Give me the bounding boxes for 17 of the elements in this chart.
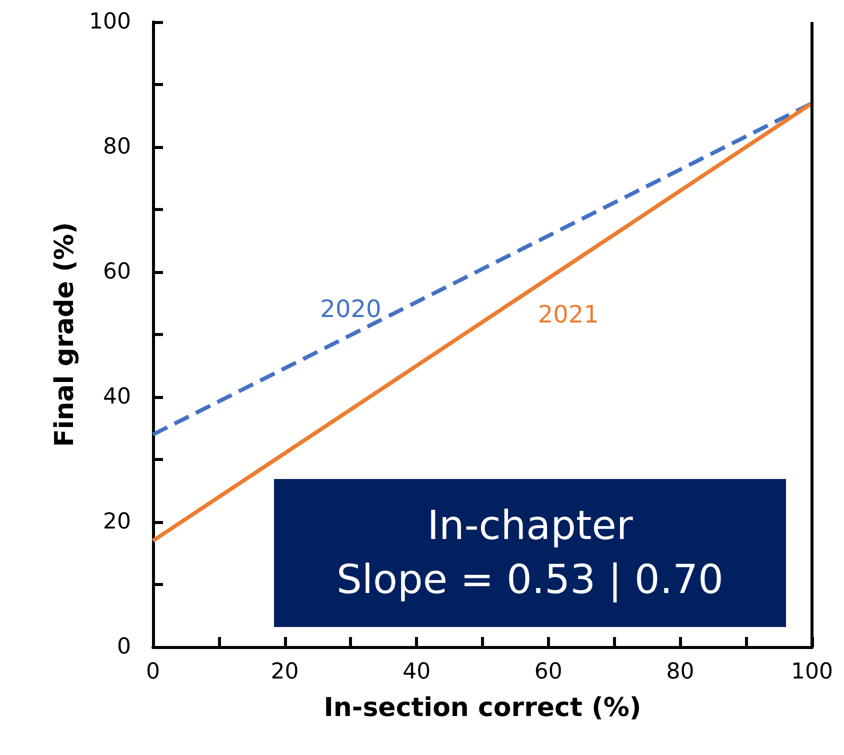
x-tick-label: 100 — [791, 660, 834, 684]
series-label: 2020 — [320, 295, 382, 324]
y-tick-label: 0 — [117, 634, 131, 660]
annotation: In-chapter Slope = 0.53 | 0.70 — [336, 503, 724, 603]
y-tick-label: 80 — [103, 134, 131, 160]
x-tick-label: 0 — [146, 660, 160, 684]
y-tick-label: 100 — [89, 10, 131, 34]
series-label: 2021 — [538, 300, 599, 328]
y-tick-label: 40 — [103, 384, 131, 410]
x-tick-label: 40 — [402, 660, 431, 684]
y-tick-label: 60 — [103, 260, 131, 284]
x-axis-title: In-section correct (%) — [324, 693, 642, 723]
y-axis-title: Final grade (%) — [50, 222, 80, 447]
x-tick-label: 60 — [534, 660, 562, 684]
x-tick-label: 20 — [270, 660, 299, 684]
y-tick-label: 20 — [103, 510, 131, 534]
x-tick-label: 80 — [666, 660, 694, 684]
